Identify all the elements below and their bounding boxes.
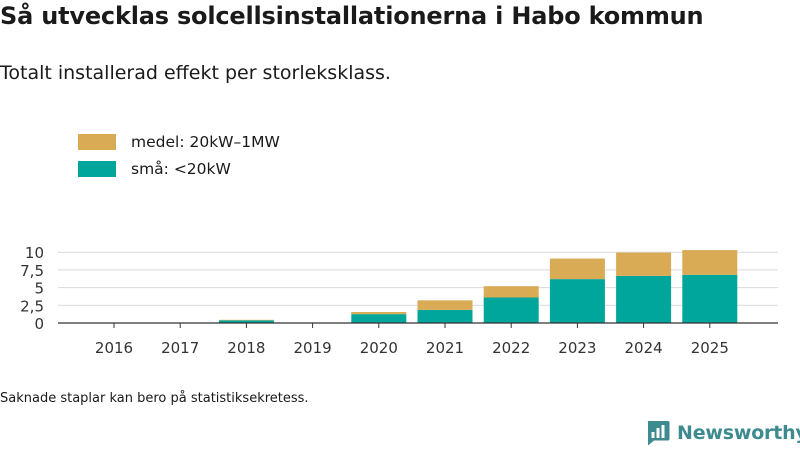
bar-segment — [549, 279, 605, 323]
footnote: Saknade staplar kan bero på statistiksek… — [0, 391, 309, 406]
chart-subtitle: Totalt installerad effekt per storlekskl… — [0, 62, 391, 84]
bar-segment — [682, 274, 738, 323]
legend-label-backdrop — [124, 132, 309, 152]
x-tick-label: 2017 — [161, 339, 199, 357]
legend-label: små: <20kW — [131, 160, 231, 178]
bar-segment — [682, 250, 738, 275]
x-tick-label: 2024 — [625, 339, 663, 357]
x-tick-label: 2020 — [360, 339, 398, 357]
y-tick-label: 10 — [25, 244, 44, 262]
bar-segment — [218, 320, 274, 323]
x-tick-label: 2025 — [691, 339, 729, 357]
bar-segment — [616, 252, 672, 276]
x-tick-label: 2022 — [492, 339, 530, 357]
x-tick-label: 2016 — [95, 339, 133, 357]
legend-swatch — [78, 134, 116, 150]
newsworthy-logo-icon — [647, 421, 670, 446]
bar-segment — [616, 275, 672, 323]
legend-swatch — [78, 161, 116, 177]
bar-segment — [351, 312, 407, 315]
bar-segment — [351, 314, 407, 323]
stacked-bar-chart: 02,557,510 2016 2017 2018 2019 2020 2021 2022 2… — [20, 132, 778, 357]
bar-segment — [549, 258, 605, 280]
y-tick-label: 7,5 — [20, 262, 44, 280]
legend-label: medel: 20kW–1MW — [131, 133, 280, 151]
y-tick-label: 5 — [34, 280, 44, 298]
bar-segment — [483, 286, 539, 298]
x-axis-ticks: 2016 2017 2018 2019 2020 2021 2022 2023 2024 2025 — [95, 323, 729, 357]
bar-segment — [417, 300, 473, 310]
x-tick-label: 2019 — [294, 339, 332, 357]
x-tick-label: 2023 — [558, 339, 596, 357]
chart-title: Så utvecklas solcellsinstallationerna i … — [0, 2, 704, 30]
bar-segment — [483, 297, 539, 323]
legend: medel: 20kW–1MW små: <20kW — [70, 132, 309, 179]
brand-logo: Newsworthy — [646, 420, 800, 446]
legend-label-backdrop — [124, 159, 309, 179]
y-axis-ticks: 02,557,510 — [20, 244, 44, 333]
bars — [218, 250, 738, 323]
x-tick-label: 2021 — [426, 339, 464, 357]
x-tick-label: 2018 — [227, 339, 265, 357]
brand-name: Newsworthy — [677, 422, 800, 444]
bar-segment — [417, 309, 473, 323]
y-tick-label: 2,5 — [20, 297, 44, 315]
y-tick-label: 0 — [34, 315, 44, 333]
